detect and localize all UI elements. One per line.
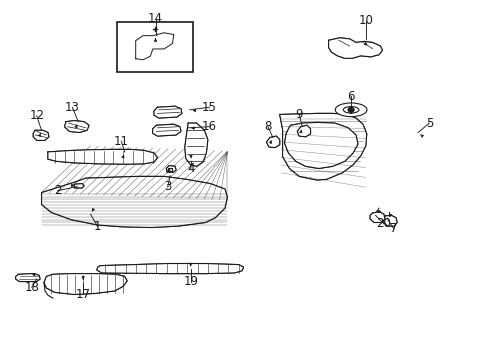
Polygon shape xyxy=(266,136,279,148)
Text: 16: 16 xyxy=(202,120,216,133)
Polygon shape xyxy=(74,184,84,188)
Text: 14: 14 xyxy=(148,12,163,25)
Polygon shape xyxy=(97,264,243,274)
Polygon shape xyxy=(154,106,182,118)
Bar xyxy=(117,22,193,72)
Text: 1: 1 xyxy=(94,220,102,233)
Text: 11: 11 xyxy=(114,135,128,148)
Text: 6: 6 xyxy=(346,90,354,103)
Text: 10: 10 xyxy=(358,14,372,27)
Polygon shape xyxy=(16,274,40,282)
Ellipse shape xyxy=(334,103,366,117)
Text: 7: 7 xyxy=(389,222,397,235)
Ellipse shape xyxy=(343,107,358,113)
Text: 17: 17 xyxy=(76,288,90,301)
Text: 2: 2 xyxy=(54,184,61,197)
Text: 5: 5 xyxy=(425,117,432,130)
Polygon shape xyxy=(297,125,310,137)
Polygon shape xyxy=(64,121,89,132)
Text: 3: 3 xyxy=(163,180,171,193)
Polygon shape xyxy=(284,122,357,168)
Text: 18: 18 xyxy=(24,281,39,294)
Text: 19: 19 xyxy=(183,275,198,288)
Polygon shape xyxy=(328,38,382,58)
Polygon shape xyxy=(279,113,366,180)
Polygon shape xyxy=(48,149,157,164)
Text: 15: 15 xyxy=(202,101,216,114)
Polygon shape xyxy=(33,130,49,140)
Text: 13: 13 xyxy=(65,101,80,114)
Polygon shape xyxy=(166,166,176,172)
Text: 12: 12 xyxy=(29,109,44,122)
Polygon shape xyxy=(184,123,207,166)
Polygon shape xyxy=(383,215,396,226)
Polygon shape xyxy=(167,168,172,171)
Polygon shape xyxy=(44,274,127,294)
Text: 4: 4 xyxy=(186,162,194,175)
Polygon shape xyxy=(41,176,227,228)
Text: 20: 20 xyxy=(376,217,390,230)
Polygon shape xyxy=(152,124,181,136)
Text: 8: 8 xyxy=(264,120,271,133)
Text: 9: 9 xyxy=(295,108,303,121)
Circle shape xyxy=(347,108,353,112)
Polygon shape xyxy=(369,212,384,222)
